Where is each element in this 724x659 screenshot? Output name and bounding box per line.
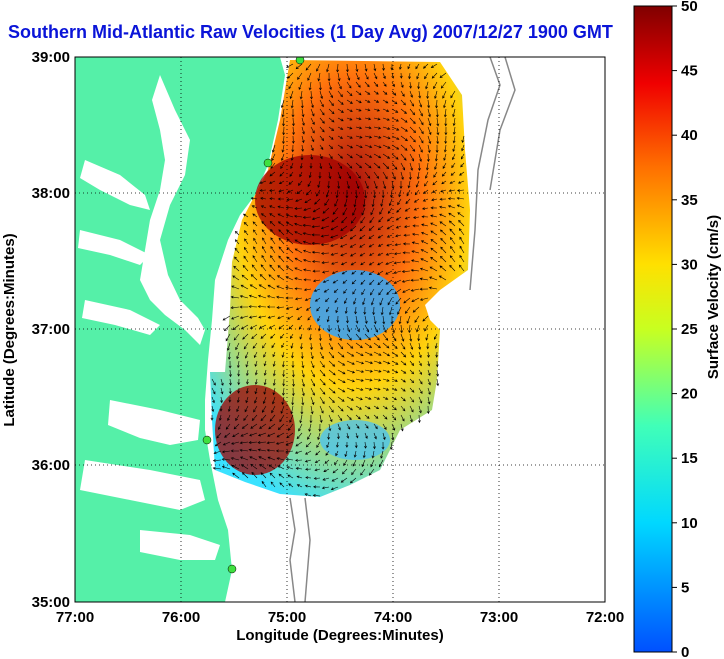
x-tick-label: 73:00	[480, 609, 518, 626]
colorbar-tick-label: 35	[681, 192, 698, 209]
radar-station-marker	[295, 57, 305, 65]
colorbar-label: Surface Velocity (cm/s)	[705, 215, 722, 379]
colorbar-tick-label: 30	[681, 256, 698, 273]
y-tick-label: 35:00	[32, 594, 70, 611]
map-title: Southern Mid-Atlantic Raw Velocities (1 …	[8, 22, 613, 42]
colorbar-tick-label: 15	[681, 450, 698, 467]
colorbar-ticks: 0 5 10 15 20 25 30 35 40 45 50	[672, 0, 698, 659]
velocity-arrows	[210, 63, 465, 497]
y-tick-label: 39:00	[32, 49, 70, 66]
colorbar-tick-label: 40	[681, 127, 698, 144]
radar-station-marker	[202, 435, 212, 445]
x-tick-label: 76:00	[162, 609, 200, 626]
colorbar: 0 5 10 15 20 25 30 35 40 45 50 Surface Velocity (c…	[633, 0, 722, 659]
colorbar-tick-label: 45	[681, 63, 698, 80]
x-tick-label: 74:00	[374, 609, 412, 626]
y-tick-label: 37:00	[32, 321, 70, 338]
colorbar-tick-label: 10	[681, 515, 698, 532]
y-tick-label: 36:00	[32, 457, 70, 474]
x-tick-label: 72:00	[586, 609, 624, 626]
colorbar-tick-label: 20	[681, 386, 698, 403]
colorbar-tick-label: 50	[681, 0, 698, 15]
colorbar-scale	[633, 5, 673, 653]
velocity-vectors	[210, 63, 465, 497]
grid-lines	[75, 57, 605, 602]
y-axis: 39:00 38:00 37:00 36:00 35:00 Latitude (…	[1, 49, 70, 611]
colorbar-tick-label: 5	[681, 579, 689, 596]
x-tick-label: 77:00	[56, 609, 94, 626]
y-axis-label: Latitude (Degrees:Minutes)	[1, 233, 18, 426]
chesapeake-bay	[140, 75, 205, 345]
radar-station-marker	[263, 158, 273, 168]
x-axis-label: Longitude (Degrees:Minutes)	[236, 627, 444, 644]
colorbar-tick-label: 0	[681, 644, 689, 659]
x-axis: 77:00 76:00 75:00 74:00 73:00 72:00 Long…	[56, 609, 624, 644]
x-tick-label: 75:00	[268, 609, 306, 626]
bathymetry-contour	[469, 57, 501, 291]
plot-frame	[74, 56, 606, 603]
radar-station-marker	[227, 564, 237, 574]
y-tick-label: 38:00	[32, 185, 70, 202]
colorbar-tick-label: 25	[681, 321, 698, 338]
